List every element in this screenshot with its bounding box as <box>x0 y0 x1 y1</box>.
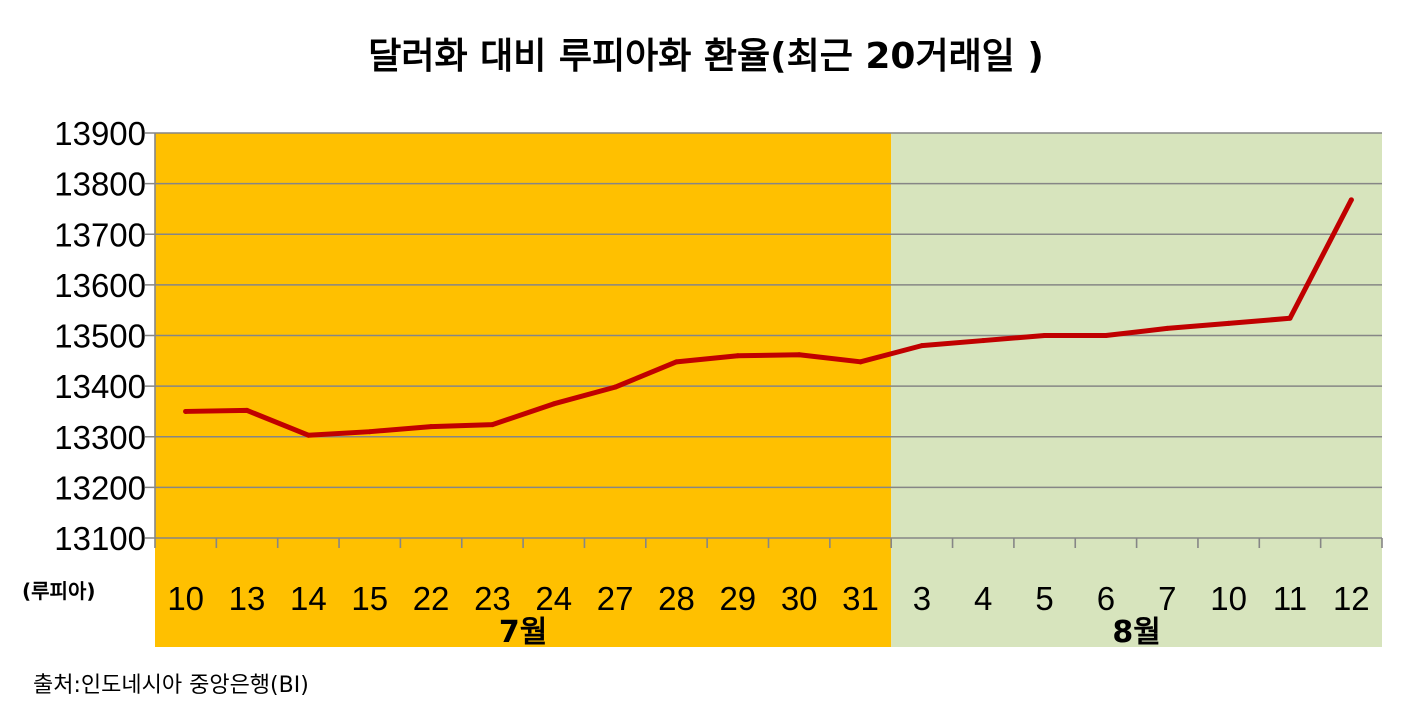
y-tick-label: 13300 <box>54 419 146 456</box>
x-tick-label: 11 <box>1273 580 1307 617</box>
x-tick-label: 3 <box>913 580 931 617</box>
data-point <box>1103 333 1109 338</box>
x-tick-label: 15 <box>351 580 388 617</box>
y-tick-label: 13400 <box>54 368 146 405</box>
month-band-2 <box>891 133 1382 647</box>
data-point <box>551 401 557 407</box>
x-tick-label: 27 <box>597 580 634 617</box>
x-tick-label: 30 <box>781 580 818 617</box>
x-tick-label: 6 <box>1097 580 1115 617</box>
series-line <box>183 197 1354 438</box>
data-point <box>796 352 802 358</box>
x-tick-label: 12 <box>1333 580 1370 617</box>
x-tick-label: 22 <box>413 580 450 617</box>
data-point <box>673 359 679 365</box>
y-tick-label: 13600 <box>54 267 146 304</box>
data-point <box>367 429 373 435</box>
x-tick-label: 10 <box>167 580 204 617</box>
x-tick-label: 4 <box>974 580 992 617</box>
data-point <box>1287 315 1293 321</box>
data-point <box>612 384 618 390</box>
data-point <box>858 359 864 365</box>
x-tick-label: 31 <box>842 580 879 617</box>
data-point <box>919 343 925 349</box>
y-tick-label: 13900 <box>54 115 146 152</box>
x-tick-label: 29 <box>719 580 756 617</box>
data-point <box>489 422 495 428</box>
y-tick-label: 13200 <box>54 469 146 506</box>
x-tick-label: 7 <box>1158 580 1176 617</box>
month-band-1 <box>155 133 892 647</box>
source-note: 출처:인도네시아 중앙은행(BI) <box>33 673 309 698</box>
y-tick-label: 13800 <box>54 166 146 203</box>
data-point <box>244 407 250 413</box>
data-point <box>428 424 434 430</box>
data-point <box>1348 197 1354 203</box>
x-tick-label: 23 <box>474 580 511 617</box>
x-tick-label: 14 <box>290 580 327 617</box>
data-point <box>305 432 311 438</box>
x-tick-label: 13 <box>229 580 266 617</box>
data-point <box>1226 320 1232 326</box>
x-tick-label: 28 <box>658 580 695 617</box>
x-tick-label: 10 <box>1210 580 1247 617</box>
unit-label: (루피아) <box>22 579 95 603</box>
chart-title: 달러화 대비 루피아화 환율(최근 20거래일 ) <box>368 36 1044 77</box>
data-point <box>183 408 189 414</box>
data-point <box>980 338 986 344</box>
x-tick-label: 5 <box>1035 580 1053 617</box>
data-point <box>1164 325 1170 331</box>
y-tick-label: 13500 <box>54 318 146 355</box>
y-tick-label: 13700 <box>54 216 146 253</box>
month-label-1: 7월 <box>499 615 547 650</box>
data-point <box>1042 333 1048 338</box>
x-tick-label: 24 <box>535 580 572 617</box>
y-tick-label: 13100 <box>54 520 146 557</box>
month-label-2: 8월 <box>1112 615 1160 650</box>
data-point <box>735 353 741 359</box>
